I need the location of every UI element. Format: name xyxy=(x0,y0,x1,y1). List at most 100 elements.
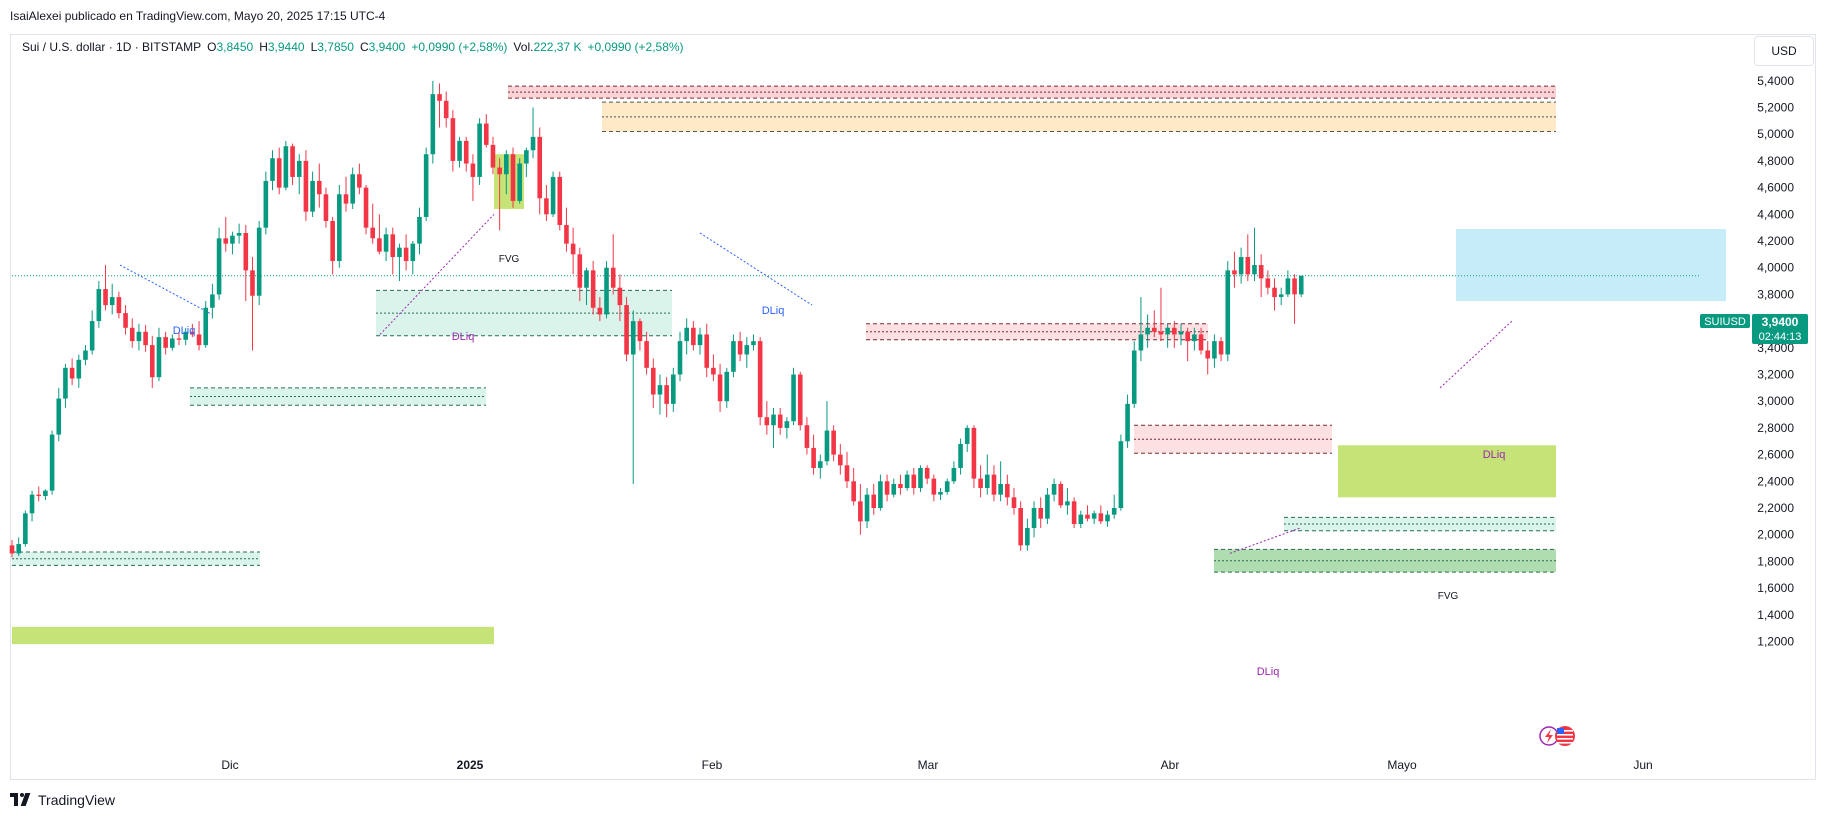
candle-body xyxy=(417,216,422,244)
change-value: +0,0990 (+2,58%) xyxy=(411,40,508,54)
candle-body xyxy=(931,478,937,495)
candle-body xyxy=(537,136,543,199)
symbol-title[interactable]: Sui / U.S. dollar · 1D · BITSTAMP xyxy=(22,40,202,54)
low-label: L xyxy=(310,40,318,54)
candle-body xyxy=(630,321,636,355)
event-lightning-glyph xyxy=(1545,729,1553,743)
candle-body xyxy=(1098,513,1104,522)
candle-body xyxy=(911,474,917,488)
candle-body xyxy=(737,341,743,355)
candle-body xyxy=(136,331,142,342)
candle-body xyxy=(991,474,997,495)
candle-body xyxy=(697,334,703,346)
candle-body xyxy=(16,544,21,554)
candle-body xyxy=(1232,270,1237,275)
candle-body xyxy=(577,254,583,288)
candle-body xyxy=(1265,278,1271,288)
candle-body xyxy=(831,430,836,455)
candle-body xyxy=(397,247,402,258)
dliq-label: DLiq xyxy=(762,305,785,317)
price-axis-tick: 1,2000 xyxy=(1757,635,1794,649)
candle-body xyxy=(1025,528,1030,546)
candle-body xyxy=(664,385,669,404)
candle-body xyxy=(210,294,215,308)
us-flag-stripe xyxy=(1557,738,1573,740)
candle-body xyxy=(263,180,269,228)
dliq-label: DLiq xyxy=(1483,449,1506,461)
candle-body xyxy=(671,374,676,404)
candle-body xyxy=(637,321,643,342)
candle-body xyxy=(1292,278,1297,295)
price-axis-tick: 1,8000 xyxy=(1757,554,1794,568)
symbol-tag xyxy=(1700,314,1750,328)
candle-body xyxy=(36,494,42,496)
candle-body xyxy=(1125,403,1130,442)
candle-body xyxy=(944,481,950,492)
candle-body xyxy=(751,341,756,346)
dliq-label: DLiq xyxy=(452,331,475,343)
price-tag xyxy=(1752,314,1808,344)
candle-body xyxy=(918,467,923,488)
candle-body xyxy=(1105,514,1110,522)
candle-body xyxy=(691,327,696,346)
currency-button[interactable]: USD xyxy=(1754,36,1814,66)
candle-body xyxy=(891,483,897,495)
candle-body xyxy=(390,234,396,258)
candle-body xyxy=(851,481,856,502)
candle-body xyxy=(43,490,48,496)
candle-body xyxy=(216,238,222,295)
candle-body xyxy=(477,123,482,177)
time-axis-label: Jun xyxy=(1633,758,1652,772)
candle-body xyxy=(403,247,409,262)
candle-body xyxy=(617,287,623,306)
candle-body xyxy=(971,427,977,479)
candle-body xyxy=(1252,265,1257,275)
candle-body xyxy=(590,270,596,308)
low-value: 3,7850 xyxy=(317,40,354,54)
candle-body xyxy=(804,425,810,448)
candle-body xyxy=(964,427,970,444)
price-axis-tick: 4,8000 xyxy=(1757,154,1794,168)
candle-body xyxy=(510,154,516,201)
candle-body xyxy=(871,494,877,508)
candle-body xyxy=(731,341,736,372)
candle-body xyxy=(83,350,88,360)
candle-body xyxy=(243,232,249,271)
candle-body xyxy=(276,158,282,188)
candle-body xyxy=(1071,501,1077,525)
candle-body xyxy=(978,478,983,488)
candle-body xyxy=(924,467,930,479)
candle-body xyxy=(517,163,522,201)
candle-body xyxy=(363,187,369,228)
candle-body xyxy=(838,454,843,466)
fvg-zone-bottom xyxy=(12,626,494,645)
price-axis-tick: 2,0000 xyxy=(1757,528,1794,542)
price-axis-tick: 4,4000 xyxy=(1757,207,1794,221)
candle-body xyxy=(610,267,616,288)
price-axis-tick: 2,4000 xyxy=(1757,474,1794,488)
candle-body xyxy=(791,374,796,422)
candle-body xyxy=(1178,331,1184,335)
time-axis-label: Mayo xyxy=(1387,758,1417,772)
candle-body xyxy=(557,176,563,225)
candle-body xyxy=(1205,350,1211,359)
candle-body xyxy=(624,305,629,355)
us-flag-canton xyxy=(1557,728,1564,734)
footer-brand[interactable]: TradingView xyxy=(10,792,115,808)
time-axis-label: Feb xyxy=(702,758,723,772)
candle-body xyxy=(196,334,202,346)
candle-body xyxy=(109,297,115,306)
candle-body xyxy=(677,341,683,375)
price-axis-tick: 2,8000 xyxy=(1757,421,1794,435)
candle-body xyxy=(256,227,262,296)
candle-body xyxy=(1145,327,1150,335)
candle-body xyxy=(904,474,910,488)
candle-body xyxy=(23,513,28,545)
chart-frame[interactable] xyxy=(10,34,1816,780)
dliq-line-3 xyxy=(1439,320,1513,389)
candle-body xyxy=(270,158,275,181)
candle-body xyxy=(463,140,469,164)
candle-body xyxy=(236,232,242,236)
open-value: 3,8450 xyxy=(216,40,254,54)
